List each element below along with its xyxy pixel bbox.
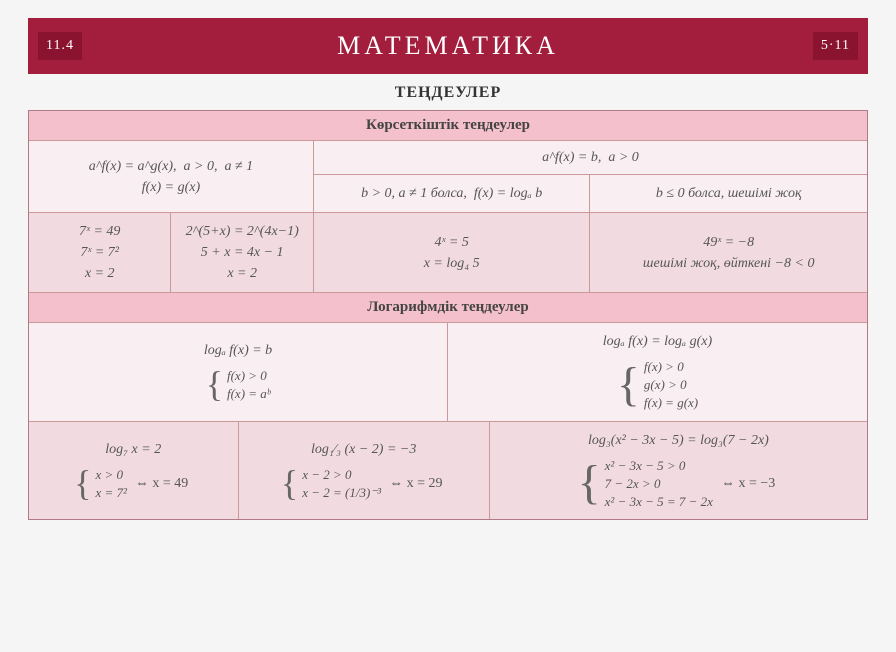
system: { x > 0 x = 7² ⇔ x = 49: [74, 466, 192, 502]
formula-text: logₐ f(x) = b: [204, 340, 272, 361]
formula-text: x > 0: [95, 466, 126, 484]
s2-ex1: log₇ x = 2 { x > 0 x = 7² ⇔ x = 49: [29, 422, 239, 520]
formula-text: x² − 3x − 5 > 0: [605, 457, 713, 475]
formula-text: 4ˣ = 5 x = log₄ 5: [424, 232, 480, 274]
formula-text: g(x) > 0: [644, 376, 698, 394]
iff-result: ⇔ x = 29: [385, 473, 446, 494]
s2-rule2: logₐ f(x) = logₐ g(x) { f(x) > 0 g(x) > …: [448, 323, 867, 421]
formula-text: b ≤ 0 болса, шешімі жоқ: [656, 183, 802, 204]
formula-text: log₁⁄₃ (x − 2) = −3: [311, 439, 416, 460]
section1-row1: a^f(x) = a^g(x), a > 0, a ≠ 1 f(x) = g(x…: [29, 141, 867, 213]
s1-rule1: a^f(x) = a^g(x), a > 0, a ≠ 1 f(x) = g(x…: [29, 141, 314, 212]
system: { f(x) > 0 g(x) > 0 f(x) = g(x): [617, 358, 698, 413]
formula-text: log₃(x² − 3x − 5) = log₃(7 − 2x): [588, 430, 769, 451]
page-subtitle: ТЕҢДЕУЛЕР: [28, 74, 868, 110]
formula-text: x = 7²: [95, 484, 126, 502]
header-chip-left: 11.4: [38, 32, 82, 60]
s1-ex3: 4ˣ = 5 x = log₄ 5: [314, 213, 591, 292]
formula-text: a^f(x) = b, a > 0: [314, 141, 867, 175]
section2-row1: logₐ f(x) = b { f(x) > 0 f(x) = aᵇ logₐ …: [29, 323, 867, 422]
system: { x − 2 > 0 x − 2 = (1/3)⁻³ ⇔ x = 29: [281, 466, 447, 502]
formula-text: 2^(5+x) = 2^(4x−1) 5 + x = 4x − 1 x = 2: [186, 221, 299, 284]
section1-row2: 7ˣ = 49 7ˣ = 7² x = 2 2^(5+x) = 2^(4x−1)…: [29, 213, 867, 293]
formula-text: x − 2 = (1/3)⁻³: [302, 484, 381, 502]
brace-icon: {: [281, 473, 298, 495]
formula-text: f(x) = g(x): [644, 394, 698, 412]
header-bar: 11.4 МАТЕМАТИКА 5·11: [28, 18, 868, 74]
brace-icon: {: [206, 374, 223, 396]
formula-text: 7 − 2x > 0: [605, 475, 713, 493]
header-title: МАТЕМАТИКА: [337, 31, 559, 61]
s1-ex2: 2^(5+x) = 2^(4x−1) 5 + x = 4x − 1 x = 2: [171, 213, 313, 292]
formula-text: 49ˣ = −8 шешімі жоқ, өйткені −8 < 0: [643, 232, 815, 274]
s1-ex1: 7ˣ = 49 7ˣ = 7² x = 2: [29, 213, 171, 292]
formula-text: a^f(x) = a^g(x), a > 0, a ≠ 1: [89, 156, 253, 177]
formula-table: Көрсеткіштік теңдеулер a^f(x) = a^g(x), …: [28, 110, 868, 520]
iff-result: ⇔ x = 49: [131, 473, 192, 494]
s1-rule2b: b ≤ 0 болса, шешімі жоқ: [590, 175, 867, 212]
formula-text: 7ˣ = 49 7ˣ = 7² x = 2: [79, 221, 120, 284]
section1-title: Көрсеткіштік теңдеулер: [29, 111, 867, 141]
section2-title: Логарифмдік теңдеулер: [29, 293, 867, 323]
brace-icon: {: [617, 371, 640, 400]
formula-text: f(x) > 0: [644, 358, 698, 376]
header-chip-right: 5·11: [813, 32, 858, 60]
s2-ex2: log₁⁄₃ (x − 2) = −3 { x − 2 > 0 x − 2 = …: [239, 422, 490, 520]
brace-icon: {: [578, 469, 601, 498]
brace-icon: {: [74, 473, 91, 495]
formula-text: f(x) = g(x): [142, 177, 200, 198]
section2-row2: log₇ x = 2 { x > 0 x = 7² ⇔ x = 49 log₁⁄…: [29, 422, 867, 520]
s1-rule2: a^f(x) = b, a > 0 b > 0, a ≠ 1 болса, f(…: [314, 141, 867, 212]
formula-text: f(x) > 0: [227, 367, 270, 385]
s1-ex4: 49ˣ = −8 шешімі жоқ, өйткені −8 < 0: [590, 213, 867, 292]
formula-text: f(x) = aᵇ: [227, 385, 270, 403]
s2-rule1: logₐ f(x) = b { f(x) > 0 f(x) = aᵇ: [29, 323, 448, 421]
formula-text: log₇ x = 2: [105, 439, 161, 460]
page: 11.4 МАТЕМАТИКА 5·11 ТЕҢДЕУЛЕР Көрсеткіш…: [0, 0, 896, 652]
formula-text: logₐ f(x) = logₐ g(x): [603, 331, 712, 352]
formula-text: x² − 3x − 5 = 7 − 2x: [605, 493, 713, 511]
system: { f(x) > 0 f(x) = aᵇ: [206, 367, 271, 403]
system: { x² − 3x − 5 > 0 7 − 2x > 0 x² − 3x − 5…: [578, 457, 780, 512]
formula-text: x − 2 > 0: [302, 466, 381, 484]
iff-result: ⇔ x = −3: [717, 473, 779, 494]
s1-rule2a: b > 0, a ≠ 1 болса, f(x) = logₐ b: [314, 175, 591, 212]
s2-ex3: log₃(x² − 3x − 5) = log₃(7 − 2x) { x² − …: [490, 422, 867, 520]
formula-text: b > 0, a ≠ 1 болса, f(x) = logₐ b: [361, 183, 542, 204]
